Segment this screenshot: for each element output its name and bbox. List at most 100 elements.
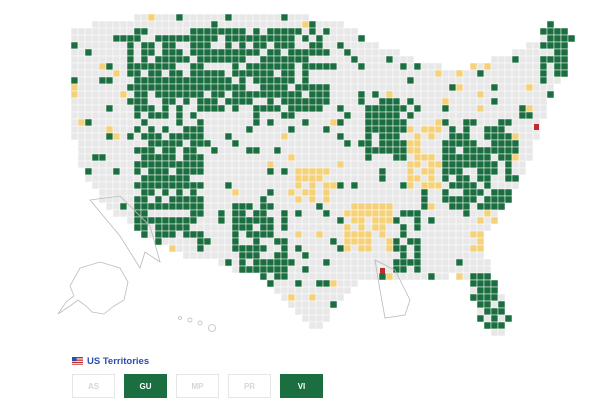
county[interactable] xyxy=(217,27,226,36)
county[interactable] xyxy=(350,27,359,36)
county[interactable] xyxy=(329,251,338,260)
county[interactable] xyxy=(455,230,464,239)
county[interactable] xyxy=(357,90,366,99)
county[interactable] xyxy=(308,153,317,162)
county[interactable] xyxy=(518,153,527,162)
county[interactable] xyxy=(245,90,254,99)
county[interactable] xyxy=(329,97,338,106)
county[interactable] xyxy=(385,209,394,218)
county[interactable] xyxy=(322,244,331,253)
county[interactable] xyxy=(406,83,415,92)
county[interactable] xyxy=(322,314,331,323)
county[interactable] xyxy=(308,146,317,155)
county[interactable] xyxy=(84,111,93,120)
county[interactable] xyxy=(217,244,226,253)
county[interactable] xyxy=(497,307,506,316)
county[interactable] xyxy=(455,104,464,113)
county[interactable] xyxy=(168,41,177,50)
county[interactable] xyxy=(476,279,485,288)
county[interactable] xyxy=(273,34,282,43)
county[interactable] xyxy=(525,153,534,162)
county[interactable] xyxy=(273,139,282,148)
county[interactable] xyxy=(287,41,296,50)
county[interactable] xyxy=(322,97,331,106)
county[interactable] xyxy=(77,146,86,155)
county[interactable] xyxy=(119,34,128,43)
county[interactable] xyxy=(84,104,93,113)
county[interactable] xyxy=(455,181,464,190)
county[interactable] xyxy=(546,83,555,92)
county[interactable] xyxy=(252,111,261,120)
county[interactable] xyxy=(434,223,443,232)
county[interactable] xyxy=(364,90,373,99)
county[interactable] xyxy=(196,13,205,22)
county[interactable] xyxy=(140,97,149,106)
county[interactable] xyxy=(252,188,261,197)
county[interactable] xyxy=(427,153,436,162)
county[interactable] xyxy=(252,62,261,71)
county[interactable] xyxy=(98,188,107,197)
county[interactable] xyxy=(266,265,275,274)
county[interactable] xyxy=(434,188,443,197)
county[interactable] xyxy=(196,48,205,57)
county[interactable] xyxy=(420,62,429,71)
county[interactable] xyxy=(154,34,163,43)
county[interactable] xyxy=(175,97,184,106)
county[interactable] xyxy=(399,146,408,155)
county[interactable] xyxy=(448,230,457,239)
county[interactable] xyxy=(91,181,100,190)
county[interactable] xyxy=(231,69,240,78)
county[interactable] xyxy=(525,125,534,134)
county[interactable] xyxy=(490,167,499,176)
county[interactable] xyxy=(119,139,128,148)
county[interactable] xyxy=(420,76,429,85)
county[interactable] xyxy=(336,146,345,155)
county[interactable] xyxy=(413,216,422,225)
county[interactable] xyxy=(154,216,163,225)
county[interactable] xyxy=(203,76,212,85)
county[interactable] xyxy=(294,62,303,71)
county[interactable] xyxy=(238,209,247,218)
county[interactable] xyxy=(462,188,471,197)
county[interactable] xyxy=(476,202,485,211)
county[interactable] xyxy=(392,111,401,120)
county[interactable] xyxy=(112,55,121,64)
county[interactable] xyxy=(154,174,163,183)
county[interactable] xyxy=(245,188,254,197)
county[interactable] xyxy=(490,279,499,288)
county[interactable] xyxy=(322,69,331,78)
county[interactable] xyxy=(518,132,527,141)
county[interactable] xyxy=(147,97,156,106)
county[interactable] xyxy=(112,167,121,176)
county[interactable] xyxy=(413,174,422,183)
county[interactable] xyxy=(119,90,128,99)
county[interactable] xyxy=(469,146,478,155)
county[interactable] xyxy=(371,167,380,176)
county[interactable] xyxy=(77,34,86,43)
county[interactable] xyxy=(189,20,198,29)
county[interactable] xyxy=(378,209,387,218)
county[interactable] xyxy=(91,132,100,141)
county[interactable] xyxy=(140,167,149,176)
county[interactable] xyxy=(119,125,128,134)
county[interactable] xyxy=(252,216,261,225)
county[interactable] xyxy=(112,188,121,197)
county[interactable] xyxy=(490,125,499,134)
county[interactable] xyxy=(308,132,317,141)
county[interactable] xyxy=(490,97,499,106)
county[interactable] xyxy=(245,132,254,141)
county[interactable] xyxy=(203,160,212,169)
county[interactable] xyxy=(70,27,79,36)
county[interactable] xyxy=(210,41,219,50)
county[interactable] xyxy=(273,132,282,141)
county[interactable] xyxy=(504,314,513,323)
county[interactable] xyxy=(406,223,415,232)
county[interactable] xyxy=(245,209,254,218)
county[interactable] xyxy=(112,146,121,155)
county[interactable] xyxy=(287,160,296,169)
county[interactable] xyxy=(350,153,359,162)
county[interactable] xyxy=(266,279,275,288)
county[interactable] xyxy=(518,90,527,99)
county[interactable] xyxy=(413,160,422,169)
county[interactable] xyxy=(280,244,289,253)
